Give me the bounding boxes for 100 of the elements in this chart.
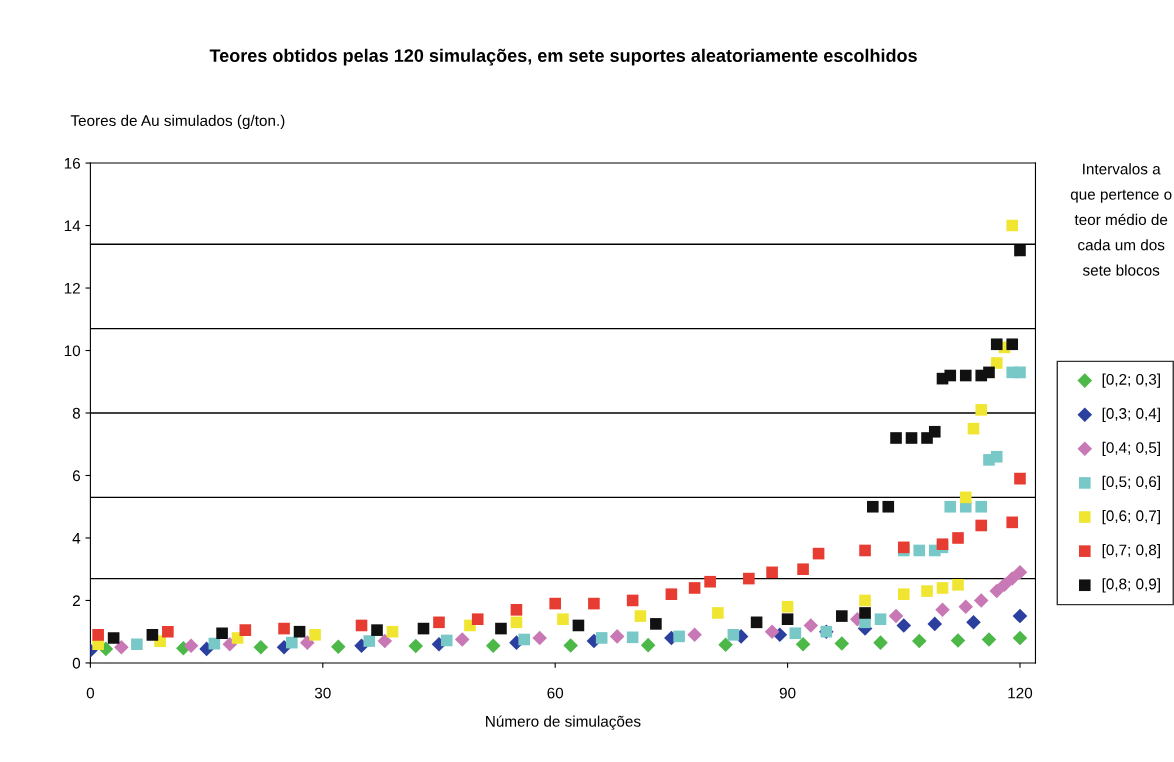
point bbox=[107, 632, 120, 644]
point bbox=[286, 636, 298, 649]
point bbox=[789, 627, 802, 640]
y-tick-label: 12 bbox=[64, 282, 80, 294]
point bbox=[874, 613, 887, 626]
point bbox=[688, 582, 701, 594]
point bbox=[928, 425, 941, 438]
point bbox=[92, 629, 104, 641]
point bbox=[983, 366, 995, 379]
point bbox=[1006, 338, 1019, 351]
point bbox=[959, 491, 972, 504]
point bbox=[532, 630, 547, 646]
point bbox=[781, 613, 794, 626]
point bbox=[371, 624, 383, 636]
chart-title: Teores obtidos pelas 120 simulações, em sete suportes aleatoriamente escolhidos bbox=[209, 48, 917, 66]
point bbox=[990, 338, 1003, 351]
point bbox=[888, 608, 904, 624]
point bbox=[440, 634, 453, 647]
y-axis-title: Teores de Au simulados (g/ton.) bbox=[70, 114, 285, 130]
point bbox=[781, 600, 794, 613]
point bbox=[952, 579, 964, 591]
legend-label: [0,3; 0,4] bbox=[1102, 407, 1160, 422]
point bbox=[417, 622, 430, 635]
point bbox=[975, 404, 988, 416]
point bbox=[253, 640, 269, 655]
y-tick-label: 8 bbox=[72, 407, 81, 419]
y-tick-label: 10 bbox=[64, 345, 81, 357]
point bbox=[966, 615, 981, 630]
point bbox=[162, 625, 174, 638]
point bbox=[433, 616, 445, 629]
point bbox=[557, 613, 569, 626]
point bbox=[1014, 244, 1026, 257]
point bbox=[766, 566, 778, 579]
point bbox=[650, 618, 662, 630]
point bbox=[278, 622, 290, 635]
point bbox=[921, 585, 933, 597]
point bbox=[973, 593, 989, 608]
point bbox=[222, 636, 238, 652]
y-tick-label: 2 bbox=[72, 595, 80, 606]
y-tick-label: 0 bbox=[72, 657, 81, 669]
point bbox=[797, 563, 809, 576]
x-axis-title: Número de simulações bbox=[486, 715, 641, 730]
point bbox=[626, 631, 639, 644]
point bbox=[834, 636, 850, 651]
point bbox=[927, 616, 943, 632]
point bbox=[859, 544, 871, 557]
point bbox=[239, 624, 252, 636]
point bbox=[510, 616, 523, 629]
y-tick-label: 6 bbox=[72, 470, 80, 482]
point bbox=[990, 450, 1003, 463]
point bbox=[1014, 366, 1026, 379]
point bbox=[408, 638, 424, 654]
point bbox=[1004, 571, 1020, 586]
point bbox=[1006, 516, 1019, 529]
point bbox=[997, 577, 1012, 593]
y-tick-label: 4 bbox=[72, 533, 81, 544]
x-tick-label: 90 bbox=[779, 687, 796, 699]
point bbox=[588, 597, 600, 610]
point bbox=[975, 519, 988, 532]
legend-label: [0,8; 0,9] bbox=[1102, 578, 1160, 593]
point bbox=[572, 619, 585, 632]
point bbox=[1006, 219, 1019, 232]
point bbox=[293, 625, 306, 638]
point bbox=[859, 607, 871, 619]
point bbox=[890, 432, 902, 444]
point bbox=[673, 630, 685, 643]
point bbox=[950, 633, 966, 648]
point bbox=[300, 635, 315, 650]
legend-label: [0,7; 0,8] bbox=[1102, 544, 1160, 559]
point bbox=[1012, 565, 1028, 580]
point bbox=[812, 547, 825, 560]
point bbox=[866, 500, 879, 513]
point bbox=[727, 629, 740, 641]
x-tick-label: 120 bbox=[1008, 687, 1033, 699]
point bbox=[377, 633, 393, 649]
point bbox=[609, 629, 625, 644]
point bbox=[859, 594, 871, 607]
point bbox=[146, 629, 159, 641]
point bbox=[873, 635, 888, 650]
point bbox=[718, 637, 733, 653]
point bbox=[764, 624, 780, 639]
point bbox=[386, 625, 399, 638]
y-tick-label: 14 bbox=[64, 220, 81, 232]
point bbox=[216, 627, 228, 640]
point bbox=[309, 629, 321, 641]
point bbox=[958, 599, 974, 614]
point bbox=[640, 637, 656, 653]
point bbox=[454, 632, 470, 647]
point bbox=[363, 635, 376, 647]
point bbox=[595, 632, 608, 644]
point bbox=[1014, 472, 1026, 485]
point bbox=[944, 500, 957, 513]
point bbox=[882, 500, 895, 513]
point bbox=[913, 544, 926, 557]
legend-title: Intervalos a que pertence o teor médio de cada um dos sete blocos bbox=[1070, 163, 1172, 276]
point bbox=[967, 422, 980, 435]
point bbox=[944, 369, 957, 382]
x-tick-label: 30 bbox=[314, 687, 331, 699]
point bbox=[905, 432, 918, 444]
point bbox=[331, 639, 346, 654]
